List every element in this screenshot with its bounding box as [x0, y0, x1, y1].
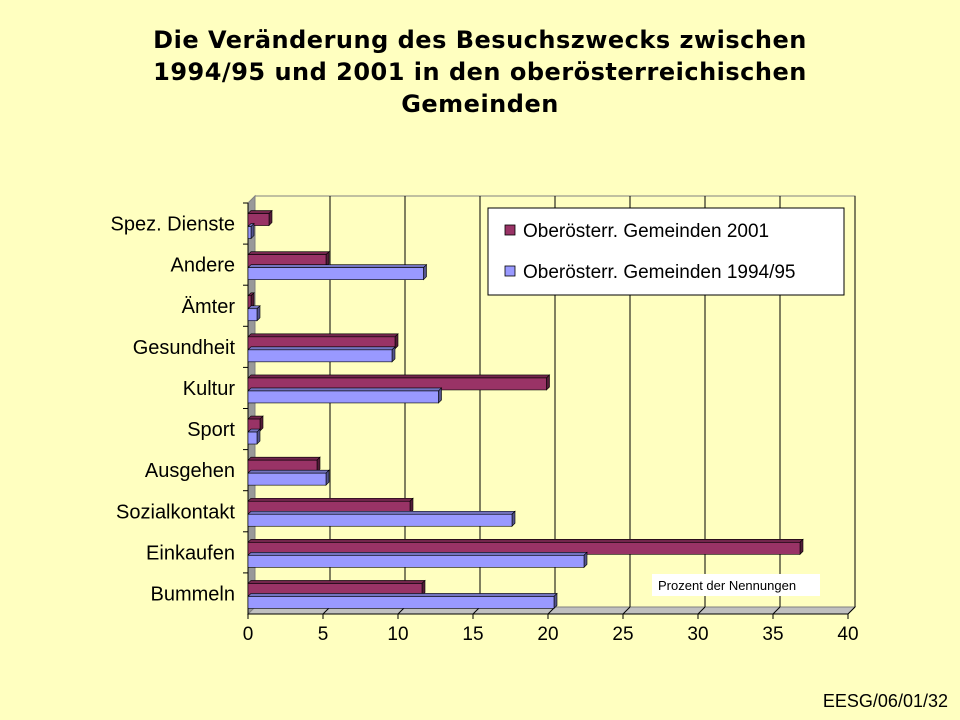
x-tick-label-0: 0 — [243, 624, 254, 645]
bar-end-face — [325, 469, 330, 486]
bar-front-face — [247, 308, 258, 322]
unit-note: Prozent der Nennungen — [652, 574, 820, 596]
bar-front-face — [247, 226, 252, 239]
bar-1-8 — [247, 263, 428, 281]
bar-top-face — [247, 580, 426, 584]
bar-1-1 — [247, 551, 588, 569]
category-label-8: Andere — [171, 255, 236, 277]
bar-end-face — [268, 209, 273, 227]
category-label-5: Kultur — [183, 378, 236, 400]
bar-top-face — [247, 510, 516, 515]
x-tick-label-1: 5 — [318, 624, 329, 645]
bar-end-face — [256, 305, 261, 322]
gridline-floor-7 — [772, 606, 781, 615]
bar-end-face — [256, 428, 261, 445]
x-tick-label-8: 40 — [837, 624, 858, 645]
category-label-0: Bummeln — [151, 583, 235, 605]
bar-end-face — [423, 263, 427, 281]
bar-top-face — [247, 333, 399, 338]
bar-front-face — [247, 431, 258, 445]
bar-front-face — [247, 513, 513, 527]
bar-front-face — [247, 349, 393, 363]
bar-top-face — [247, 456, 321, 461]
bar-top-face — [247, 210, 273, 214]
bar-end-face — [250, 222, 255, 240]
category-label-9: Spez. Dienste — [110, 214, 235, 236]
chart-title: Die Veränderung des Besuchszwecks zwisch… — [140, 24, 820, 120]
category-label-6: Gesundheit — [133, 337, 236, 359]
bar-0-9 — [247, 209, 273, 227]
bar-top-face — [247, 552, 588, 556]
gridline-floor-8 — [847, 606, 856, 615]
bar-0-5 — [247, 374, 551, 391]
legend: Oberösterr. Gemeinden 2001 Oberösterr. Ge… — [487, 207, 845, 296]
bar-front-face — [247, 390, 439, 404]
bar-top-face — [247, 497, 414, 502]
gridline-floor-6 — [697, 606, 706, 615]
bar-1-0 — [247, 592, 558, 610]
category-label-2: Sozialkontakt — [116, 501, 235, 523]
category-label-4: Sport — [187, 419, 235, 441]
bar-1-6 — [247, 346, 396, 363]
legend-label-1: Oberösterr. Gemeinden 1994/95 — [523, 262, 796, 283]
x-tick-label-3: 15 — [462, 624, 483, 645]
bar-top-face — [247, 387, 443, 392]
bar-0-3 — [247, 456, 321, 473]
chart-title-line-2: 1994/95 und 2001 in den oberösterreichis… — [153, 58, 807, 86]
legend-swatch-1 — [504, 265, 516, 277]
bar-end-face — [391, 346, 396, 363]
bar-1-4 — [247, 428, 261, 445]
gridline-floor-5 — [622, 606, 631, 615]
bar-end-face — [511, 510, 516, 527]
unit-note-text: Prozent der Nennungen — [658, 578, 796, 593]
bar-end-face — [553, 592, 558, 610]
bar-1-7 — [247, 305, 261, 322]
unit-note-box — [652, 574, 820, 596]
category-label-3: Ausgehen — [145, 460, 235, 482]
slide-reference: EESG/06/01/32 — [822, 691, 948, 711]
bar-0-8 — [247, 250, 330, 268]
bar-end-face — [799, 538, 804, 556]
bar-front-face — [247, 596, 555, 609]
bar-top-face — [247, 469, 330, 474]
bar-1-3 — [247, 469, 330, 486]
bar-0-0 — [247, 579, 426, 597]
category-label-1: Einkaufen — [146, 542, 235, 564]
x-tick-label-4: 20 — [537, 624, 558, 645]
bar-top-face — [247, 374, 551, 379]
bar-1-5 — [247, 387, 443, 404]
bar-top-face — [247, 539, 804, 543]
chart-title-line-1: Die Veränderung des Besuchszwecks zwisch… — [153, 26, 807, 54]
chart-title-line-3: Gemeinden — [401, 90, 559, 118]
x-tick-label-5: 25 — [612, 624, 633, 645]
bar-1-9 — [247, 222, 255, 240]
bar-front-face — [247, 555, 585, 568]
bar-top-face — [247, 264, 428, 268]
bar-end-face — [583, 551, 588, 569]
bar-0-1 — [247, 538, 804, 556]
x-tick-label-6: 30 — [687, 624, 708, 645]
bar-top-face — [247, 346, 396, 351]
bar-front-face — [247, 213, 270, 226]
bar-front-face — [247, 267, 424, 280]
legend-swatch-0 — [504, 224, 516, 236]
x-tick-label-7: 35 — [762, 624, 783, 645]
bar-0-2 — [247, 497, 414, 514]
bar-1-2 — [247, 510, 516, 527]
bar-end-face — [546, 374, 550, 391]
x-tick-label-2: 10 — [387, 624, 408, 645]
bar-top-face — [247, 251, 330, 255]
legend-box — [487, 207, 845, 296]
bar-top-face — [247, 593, 558, 597]
bar-end-face — [438, 387, 442, 404]
category-label-7: Ämter — [182, 296, 236, 318]
bar-front-face — [247, 472, 327, 486]
bar-0-4 — [247, 415, 264, 432]
legend-label-0: Oberösterr. Gemeinden 2001 — [523, 221, 769, 242]
